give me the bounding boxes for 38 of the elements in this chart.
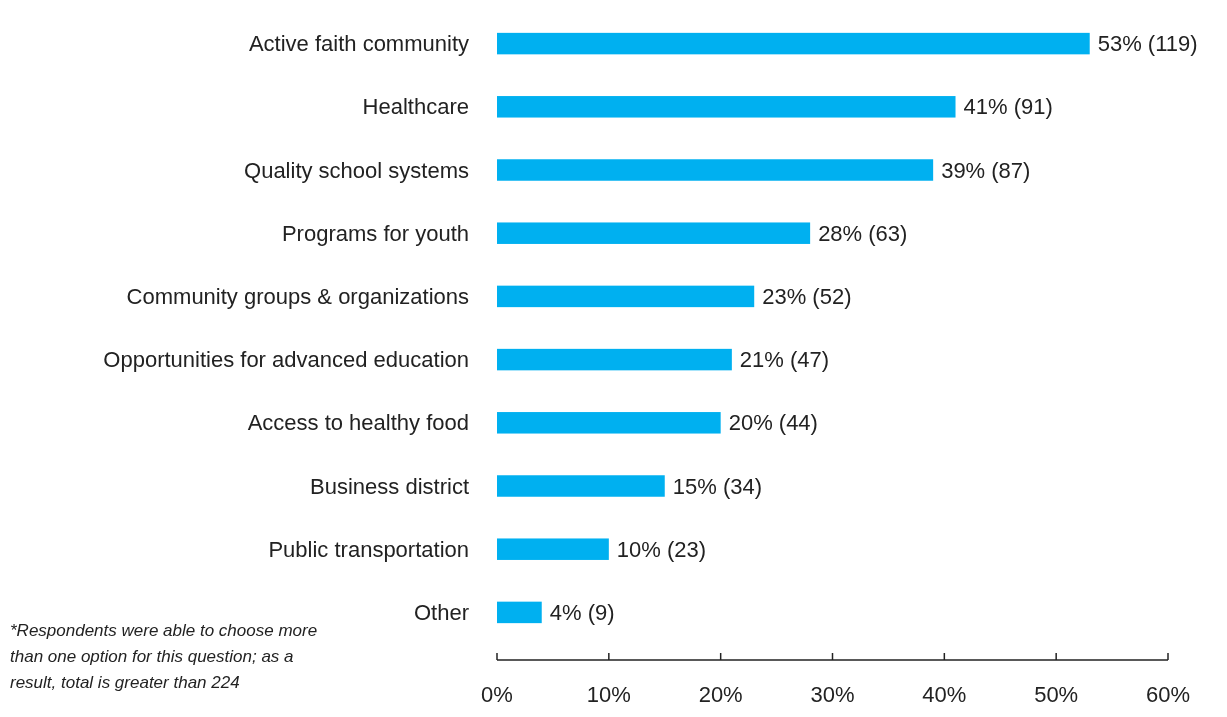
data-label: 4% (9) xyxy=(549,599,615,625)
x-tick-label: 20% xyxy=(698,682,743,707)
bar xyxy=(497,412,721,434)
data-label: 21% (47) xyxy=(739,347,830,373)
bar xyxy=(497,601,542,624)
data-label: 23% (52) xyxy=(762,283,852,309)
text: *Respondents were able to choose more than one option for this question; as a result, total is greater than 224 xyxy=(10,621,318,692)
y-tick-label: Opportunities for advanced education xyxy=(103,347,469,373)
y-tick-label: Access to healthy food xyxy=(247,410,469,436)
data-label: 10% (23) xyxy=(616,536,707,562)
y-tick-label: Programs for youth xyxy=(281,220,469,246)
data-label: 53% (119) xyxy=(1097,31,1198,57)
bar xyxy=(497,475,665,497)
data-label: 15% (34) xyxy=(672,473,763,499)
bar xyxy=(497,222,811,244)
data-label: 20% (44) xyxy=(728,410,818,436)
bar xyxy=(497,96,956,118)
data-label: 41% (91) xyxy=(963,94,1053,120)
x-tick-label: 10% xyxy=(586,682,631,707)
y-tick-label: Active faith community xyxy=(248,31,469,57)
bar xyxy=(497,32,1090,55)
x-tick-label: 50% xyxy=(1034,682,1079,707)
x-tick-label: 60% xyxy=(1145,682,1191,707)
y-tick-label: Other xyxy=(413,599,469,625)
x-tick-label: 40% xyxy=(922,682,967,707)
y-tick-label: Quality school systems xyxy=(244,157,469,183)
x-tick-label: 30% xyxy=(810,682,855,707)
bar xyxy=(497,348,732,371)
y-tick-label: Healthcare xyxy=(362,94,469,120)
data-label: 39% (87) xyxy=(941,157,1031,183)
bar xyxy=(497,538,609,560)
y-tick-label: Community groups & organizations xyxy=(126,283,469,309)
bar xyxy=(497,159,934,181)
y-tick-label: Business district xyxy=(310,473,469,499)
y-tick-label: Public transportation xyxy=(268,536,469,562)
bar xyxy=(497,285,755,308)
data-label: 28% (63) xyxy=(818,220,908,246)
x-tick-label: 0% xyxy=(481,682,513,707)
